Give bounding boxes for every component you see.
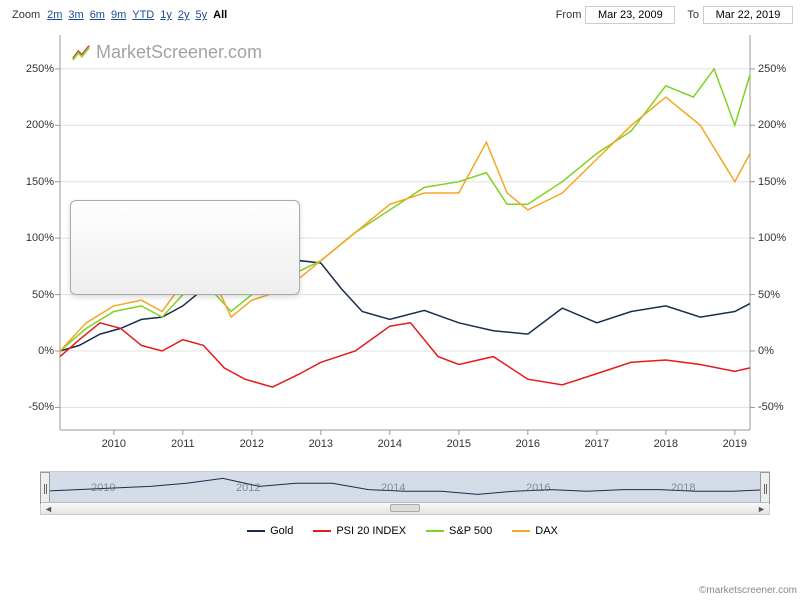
x-tick: 2018 <box>646 438 686 450</box>
nav-handle-left[interactable] <box>40 472 50 504</box>
zoom-6m[interactable]: 6m <box>90 9 105 21</box>
nav-handle-right[interactable] <box>760 472 770 504</box>
x-tick: 2017 <box>577 438 617 450</box>
zoom-label: Zoom <box>12 9 40 21</box>
nav-scroll-left-icon[interactable]: ◄ <box>41 503 56 515</box>
attribution: ©marketscreener.com <box>699 585 797 596</box>
legend-label: DAX <box>535 525 558 537</box>
legend-item-dax[interactable]: DAX <box>512 525 558 537</box>
chart-area: MarketScreener.com -50% 0% 50% 100% 150% 200%… <box>10 30 790 465</box>
x-tick: 2015 <box>439 438 479 450</box>
legend-item-psi-20-index[interactable]: PSI 20 INDEX <box>313 525 406 537</box>
y-tick-left: 0% <box>14 345 54 357</box>
y-tick-right: 50% <box>758 289 798 301</box>
zoom-5y[interactable]: 5y <box>196 9 208 21</box>
zoom-2y[interactable]: 2y <box>178 9 190 21</box>
legend: Gold PSI 20 INDEX S&P 500 DAX <box>0 525 805 537</box>
zoom-9m[interactable]: 9m <box>111 9 126 21</box>
x-tick: 2012 <box>232 438 272 450</box>
x-tick: 2013 <box>301 438 341 450</box>
nav-year: 2012 <box>236 482 260 494</box>
y-tick-left: 250% <box>14 63 54 75</box>
tooltip-box <box>70 200 300 295</box>
legend-label: Gold <box>270 525 293 537</box>
nav-scrollbar[interactable]: ◄ ► <box>41 502 769 514</box>
zoom-2m[interactable]: 2m <box>47 9 62 21</box>
logo-icon <box>72 44 90 62</box>
nav-year: 2010 <box>91 482 115 494</box>
y-tick-left: 50% <box>14 289 54 301</box>
y-tick-right: 250% <box>758 63 798 75</box>
nav-year: 2018 <box>671 482 695 494</box>
zoom-1y[interactable]: 1y <box>160 9 172 21</box>
nav-scroll-right-icon[interactable]: ► <box>754 503 769 515</box>
y-tick-right: 100% <box>758 232 798 244</box>
x-tick: 2019 <box>715 438 755 450</box>
x-tick: 2011 <box>163 438 203 450</box>
y-tick-right: 150% <box>758 176 798 188</box>
navigator[interactable]: 2010 2012 2014 2016 2018 ◄ ► <box>40 471 770 515</box>
legend-swatch <box>512 530 530 532</box>
x-tick: 2014 <box>370 438 410 450</box>
y-tick-right: -50% <box>758 401 798 413</box>
legend-item-s&p-500[interactable]: S&P 500 <box>426 525 492 537</box>
zoom-3m[interactable]: 3m <box>68 9 83 21</box>
legend-swatch <box>426 530 444 532</box>
date-from-input[interactable] <box>585 6 675 24</box>
nav-year: 2016 <box>526 482 550 494</box>
watermark-text: MarketScreener.com <box>96 42 262 63</box>
legend-swatch <box>247 530 265 532</box>
legend-label: S&P 500 <box>449 525 492 537</box>
x-tick: 2010 <box>94 438 134 450</box>
watermark: MarketScreener.com <box>72 42 262 63</box>
y-tick-left: 100% <box>14 232 54 244</box>
y-tick-right: 200% <box>758 119 798 131</box>
legend-swatch <box>313 530 331 532</box>
date-to-input[interactable] <box>703 6 793 24</box>
zoom-all[interactable]: All <box>213 9 227 21</box>
to-label: To <box>687 9 699 21</box>
y-tick-right: 0% <box>758 345 798 357</box>
nav-year: 2014 <box>381 482 405 494</box>
series-psi-20-index <box>60 323 750 387</box>
y-tick-left: 150% <box>14 176 54 188</box>
zoom-ytd[interactable]: YTD <box>132 9 154 21</box>
toolbar: Zoom 2m 3m 6m 9m YTD 1y 2y 5y All From To <box>0 0 805 30</box>
y-tick-left: 200% <box>14 119 54 131</box>
x-tick: 2016 <box>508 438 548 450</box>
y-tick-left: -50% <box>14 401 54 413</box>
legend-label: PSI 20 INDEX <box>336 525 406 537</box>
legend-item-gold[interactable]: Gold <box>247 525 293 537</box>
nav-scroll-thumb[interactable] <box>390 504 420 512</box>
from-label: From <box>556 9 582 21</box>
